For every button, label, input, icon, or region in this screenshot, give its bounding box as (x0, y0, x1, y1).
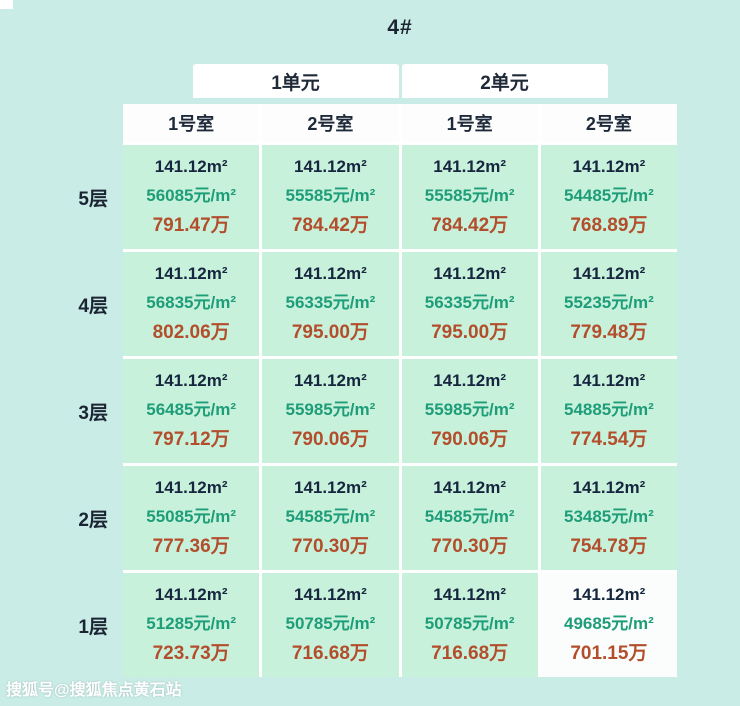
unit-header-2: 2单元 (401, 64, 608, 98)
price-cell: 141.12m² 55585元/m² 784.42万 (262, 145, 399, 249)
total-price-value: 716.68万 (431, 643, 509, 664)
price-table: 1号室 2号室 1号室 2号室 141.12m² 56085元/m² 791.4… (123, 104, 677, 677)
price-cell: 141.12m² 54485元/m² 768.89万 (540, 145, 677, 249)
unit-header-row: 1单元 2单元 (123, 64, 677, 98)
room-header: 1号室 (123, 104, 260, 142)
total-price-value: 768.89万 (570, 215, 648, 236)
price-cell: 141.12m² 55985元/m² 790.06万 (262, 359, 399, 463)
area-value: 141.12m² (293, 371, 367, 390)
area-value: 141.12m² (154, 585, 228, 604)
total-price-value: 784.42万 (431, 215, 509, 236)
floor-label: 1层 (78, 616, 108, 638)
unit-price-value: 50785元/m² (285, 614, 376, 633)
price-cell: 141.12m² 56335元/m² 795.00万 (401, 252, 538, 356)
total-price-value: 795.00万 (291, 322, 369, 343)
unit-price-value: 56335元/m² (424, 293, 515, 312)
total-price-value: 784.42万 (291, 215, 369, 236)
total-price-value: 790.06万 (291, 429, 369, 450)
unit-price-value: 55235元/m² (563, 293, 654, 312)
price-cell: 141.12m² 56835元/m² 802.06万 (123, 252, 260, 356)
area-value: 141.12m² (433, 264, 507, 283)
price-cell: 141.12m² 55985元/m² 790.06万 (401, 359, 538, 463)
floor-label-column: 5层 4层 3层 2层 1层 (0, 145, 120, 680)
area-value: 141.12m² (154, 371, 228, 390)
price-cell: 141.12m² 54585元/m² 770.30万 (262, 466, 399, 570)
unit-price-value: 55985元/m² (285, 400, 376, 419)
unit-price-value: 54585元/m² (285, 507, 376, 526)
total-price-value: 779.48万 (570, 322, 648, 343)
total-price-value: 797.12万 (152, 429, 230, 450)
price-cell: 141.12m² 51285元/m² 723.73万 (123, 573, 260, 677)
unit-price-value: 55585元/m² (424, 186, 515, 205)
room-header: 2号室 (262, 104, 399, 142)
unit-price-value: 50785元/m² (424, 614, 515, 633)
unit-price-value: 51285元/m² (146, 614, 237, 633)
area-value: 141.12m² (433, 478, 507, 497)
unit-price-value: 53485元/m² (563, 507, 654, 526)
area-value: 141.12m² (293, 264, 367, 283)
area-value: 141.12m² (433, 585, 507, 604)
area-value: 141.12m² (154, 478, 228, 497)
unit-price-value: 55985元/m² (424, 400, 515, 419)
price-cell: 141.12m² 54885元/m² 774.54万 (540, 359, 677, 463)
floor-label: 2层 (78, 509, 108, 531)
area-value: 141.12m² (293, 478, 367, 497)
total-price-value: 754.78万 (570, 536, 648, 557)
unit-price-value: 56085元/m² (146, 186, 237, 205)
total-price-value: 791.47万 (152, 215, 230, 236)
total-price-value: 774.54万 (570, 429, 648, 450)
total-price-value: 790.06万 (431, 429, 509, 450)
total-price-value: 795.00万 (431, 322, 509, 343)
price-cell: 141.12m² 49685元/m² 701.15万 (540, 573, 677, 677)
area-value: 141.12m² (433, 371, 507, 390)
total-price-value: 777.36万 (152, 536, 230, 557)
page-corner-artifact (0, 0, 13, 9)
floor-label: 4层 (78, 295, 108, 317)
unit-header-1: 1单元 (192, 64, 399, 98)
unit-price-value: 55585元/m² (285, 186, 376, 205)
room-header: 2号室 (540, 104, 677, 142)
unit-price-value: 49685元/m² (563, 614, 654, 633)
unit-price-value: 56335元/m² (285, 293, 376, 312)
price-cell: 141.12m² 56485元/m² 797.12万 (123, 359, 260, 463)
area-value: 141.12m² (572, 264, 646, 283)
total-price-value: 716.68万 (291, 643, 369, 664)
unit-price-value: 56485元/m² (146, 400, 237, 419)
area-value: 141.12m² (293, 157, 367, 176)
price-cell: 141.12m² 56335元/m² 795.00万 (262, 252, 399, 356)
unit-price-value: 56835元/m² (146, 293, 237, 312)
price-cell: 141.12m² 56085元/m² 791.47万 (123, 145, 260, 249)
unit-price-value: 55085元/m² (146, 507, 237, 526)
floor-label: 5层 (78, 188, 108, 210)
area-value: 141.12m² (572, 478, 646, 497)
total-price-value: 723.73万 (152, 643, 230, 664)
total-price-value: 770.30万 (431, 536, 509, 557)
price-cell: 141.12m² 55585元/m² 784.42万 (401, 145, 538, 249)
unit-price-value: 54585元/m² (424, 507, 515, 526)
area-value: 141.12m² (572, 585, 646, 604)
price-cell: 141.12m² 50785元/m² 716.68万 (401, 573, 538, 677)
price-cell: 141.12m² 54585元/m² 770.30万 (401, 466, 538, 570)
area-value: 141.12m² (154, 264, 228, 283)
unit-price-value: 54485元/m² (563, 186, 654, 205)
floor-label: 3层 (78, 402, 108, 424)
total-price-value: 802.06万 (152, 322, 230, 343)
watermark-text: 搜狐号@搜狐焦点黄石站 (6, 682, 182, 699)
total-price-value: 770.30万 (291, 536, 369, 557)
building-title: 4# (387, 16, 413, 39)
room-header: 1号室 (401, 104, 538, 142)
price-cell: 141.12m² 55085元/m² 777.36万 (123, 466, 260, 570)
price-cell: 141.12m² 55235元/m² 779.48万 (540, 252, 677, 356)
area-value: 141.12m² (154, 157, 228, 176)
unit-price-value: 54885元/m² (563, 400, 654, 419)
area-value: 141.12m² (293, 585, 367, 604)
area-value: 141.12m² (572, 371, 646, 390)
area-value: 141.12m² (572, 157, 646, 176)
area-value: 141.12m² (433, 157, 507, 176)
total-price-value: 701.15万 (570, 643, 648, 664)
price-cell: 141.12m² 53485元/m² 754.78万 (540, 466, 677, 570)
price-cell: 141.12m² 50785元/m² 716.68万 (262, 573, 399, 677)
